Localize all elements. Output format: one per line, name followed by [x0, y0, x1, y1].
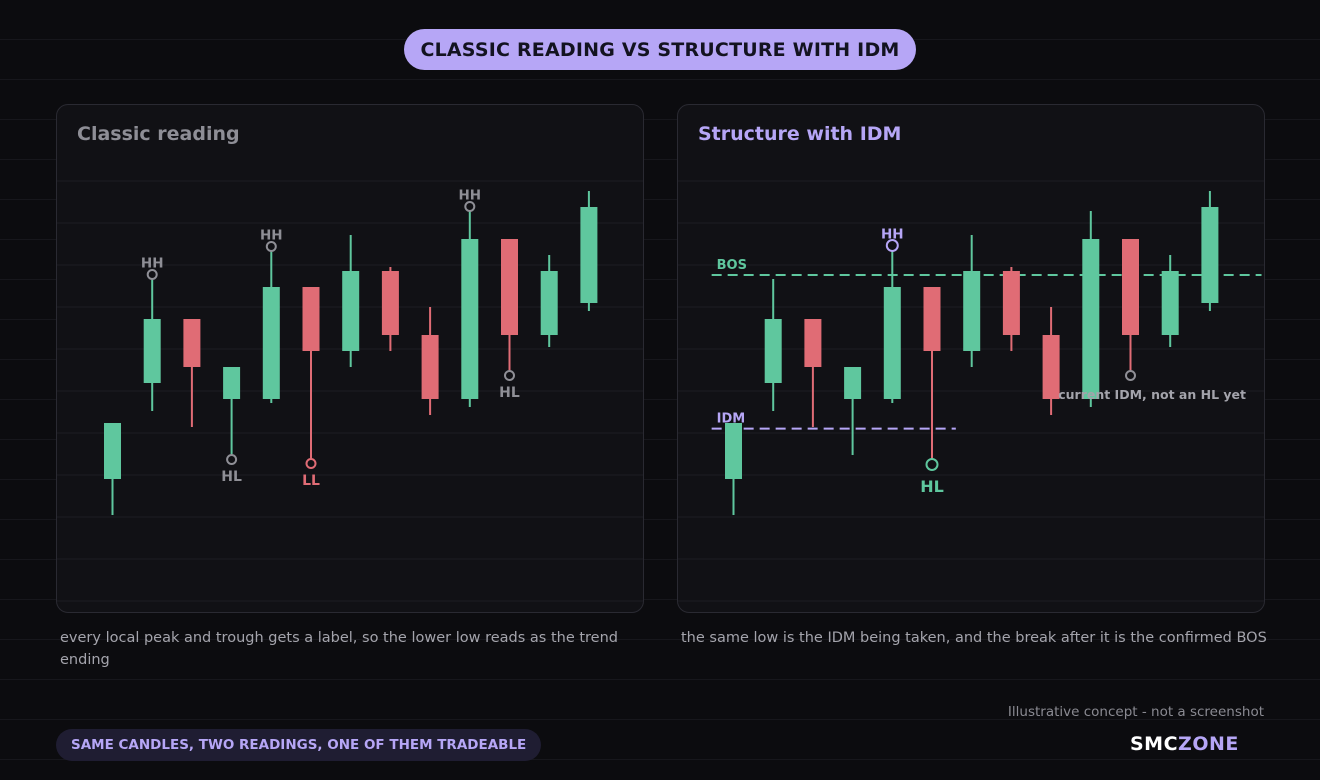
- bullish-candle: [963, 271, 981, 351]
- bullish-candle: [844, 367, 862, 399]
- bullish-candle: [1082, 239, 1100, 399]
- level-bos-label: BOS: [717, 258, 747, 273]
- bullish-candle: [883, 287, 901, 399]
- swing-high-marker: [265, 241, 277, 252]
- bearish-candle: [1042, 335, 1060, 399]
- bearish-candle: [501, 239, 518, 335]
- swing-low-marker: [226, 454, 238, 465]
- brand-part-2: ZONE: [1178, 733, 1239, 755]
- bullish-candle: [104, 423, 121, 479]
- swing-label-hl: HL: [499, 385, 520, 401]
- bearish-candle: [381, 271, 399, 335]
- tagline-pill: SAME CANDLES, TWO READINGS, ONE OF THEM …: [56, 729, 542, 761]
- bullish-candle: [1161, 271, 1179, 335]
- bullish-candle: [725, 423, 742, 479]
- bullish-candle: [262, 287, 280, 399]
- swing-high-marker: [464, 201, 476, 212]
- swing-label-hh: HH: [141, 256, 164, 272]
- bullish-candle: [223, 367, 241, 399]
- left-caption: every local peak and trough gets a label…: [60, 630, 618, 668]
- bearish-candle: [183, 319, 201, 367]
- bullish-candle: [461, 239, 479, 399]
- bullish-candle: [580, 207, 598, 303]
- bearish-candle: [421, 335, 439, 399]
- level-idm-label: IDM: [717, 412, 746, 427]
- panel-title: Classic reading: [77, 123, 240, 145]
- classic-reading-chart: HH HL HH LL HH HL: [57, 180, 643, 602]
- swing-label-hh: HH: [458, 188, 481, 204]
- bearish-candle: [1002, 271, 1020, 335]
- bearish-candle: [804, 319, 822, 367]
- brand-part-1: SMC: [1130, 733, 1179, 755]
- bearish-candle: [302, 287, 320, 351]
- swing-label-hh: HH: [260, 228, 283, 244]
- swing-high-marker: [885, 239, 899, 252]
- bearish-candle: [1122, 239, 1139, 335]
- right-caption: the same low is the IDM being taken, and…: [681, 630, 1267, 646]
- swing-label-ll: LL: [302, 473, 320, 489]
- bullish-candle: [1201, 207, 1219, 303]
- header-title: CLASSIC READING VS STRUCTURE WITH IDM: [404, 29, 916, 70]
- swing-low-marker: [925, 458, 939, 471]
- panel-title: Structure with IDM: [698, 123, 902, 145]
- bullish-candle: [342, 271, 360, 351]
- bullish-candle: [540, 271, 558, 335]
- swing-label-hh: HH: [881, 227, 904, 243]
- idm-annotation: current IDM, not an HL yet: [1058, 387, 1246, 402]
- bullish-candle: [143, 319, 161, 383]
- swing-label-hl: HL: [920, 477, 944, 496]
- classic-reading-panel: Classic reading HH HL HH LL HH HL: [56, 104, 644, 613]
- disclaimer: Illustrative concept - not a screenshot: [1007, 704, 1264, 720]
- brand-logo: SMCZONE: [1130, 733, 1239, 755]
- bullish-candle: [764, 319, 782, 383]
- swing-low-marker: [504, 370, 515, 381]
- bearish-candle: [923, 287, 941, 351]
- swing-low-marker: [1125, 370, 1136, 381]
- swing-label-hl: HL: [221, 469, 242, 485]
- structure-idm-panel: Structure with IDM BOS IDM HH HL current IDM…: [677, 104, 1265, 613]
- swing-high-marker: [146, 269, 158, 280]
- structure-idm-chart: BOS IDM HH HL current IDM, not an HL yet: [678, 180, 1264, 602]
- swing-low-marker: [305, 458, 317, 469]
